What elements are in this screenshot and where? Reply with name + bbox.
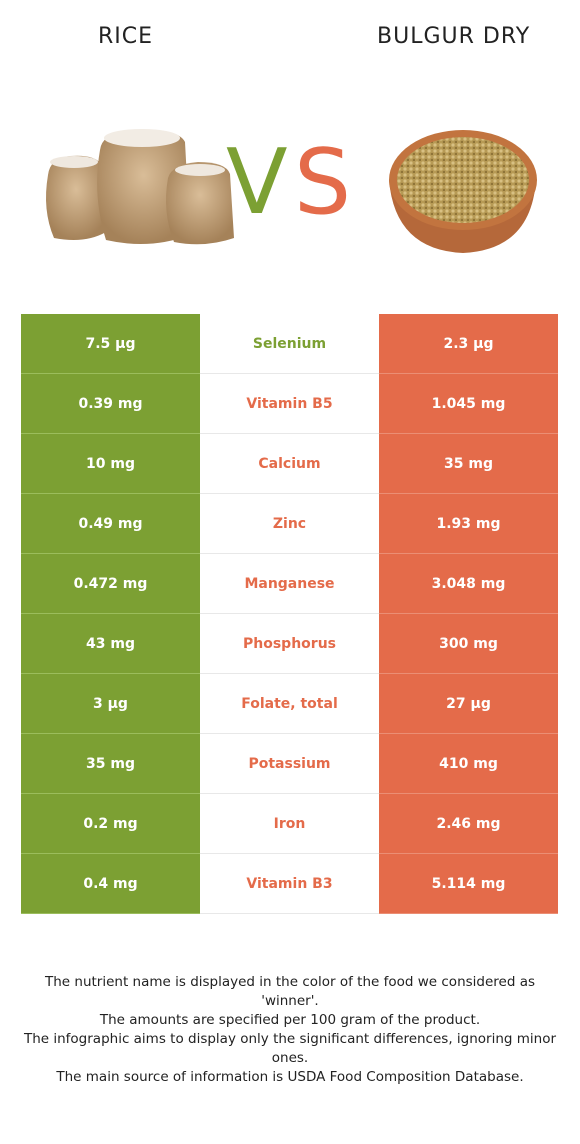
bulgur-value: 410 mg xyxy=(379,734,558,794)
rice-value: 10 mg xyxy=(21,434,200,494)
bulgur-value: 2.46 mg xyxy=(379,794,558,854)
rice-value: 0.2 mg xyxy=(21,794,200,854)
nutrient-name: Folate, total xyxy=(200,674,379,734)
table-row: 35 mg Potassium 410 mg xyxy=(21,734,558,794)
footnote-line-3: The infographic aims to display only the… xyxy=(23,1031,557,1066)
bulgur-bowl-image xyxy=(389,130,537,253)
footnote-line-2: The amounts are specified per 100 gram o… xyxy=(99,1012,481,1028)
footnote-line-1: The nutrient name is displayed in the co… xyxy=(44,974,536,1009)
vs-letter-v: V xyxy=(226,130,288,235)
bulgur-value: 5.114 mg xyxy=(379,854,558,914)
rice-sacks-image xyxy=(46,129,234,245)
bulgur-value: 27 µg xyxy=(379,674,558,734)
nutrient-name: Vitamin B5 xyxy=(200,374,379,434)
rice-value: 0.39 mg xyxy=(21,374,200,434)
rice-value: 3 µg xyxy=(21,674,200,734)
rice-value: 43 mg xyxy=(21,614,200,674)
table-row: 43 mg Phosphorus 300 mg xyxy=(21,614,558,674)
nutrient-name: Iron xyxy=(200,794,379,854)
table-row: 0.2 mg Iron 2.46 mg xyxy=(21,794,558,854)
nutrient-name: Manganese xyxy=(200,554,379,614)
rice-value: 0.4 mg xyxy=(21,854,200,914)
table-row: 10 mg Calcium 35 mg xyxy=(21,434,558,494)
nutrient-name: Calcium xyxy=(200,434,379,494)
bulgur-value: 35 mg xyxy=(379,434,558,494)
footnote-line-4: The main source of information is USDA F… xyxy=(56,1069,524,1085)
comparison-table: 7.5 µg Selenium 2.3 µg 0.39 mg Vitamin B5 1.0… xyxy=(21,314,558,914)
table-row: 0.4 mg Vitamin B3 5.114 mg xyxy=(21,854,558,914)
nutrient-name: Vitamin B3 xyxy=(200,854,379,914)
bulgur-value: 3.048 mg xyxy=(379,554,558,614)
bulgur-value: 1.93 mg xyxy=(379,494,558,554)
bulgur-value: 300 mg xyxy=(379,614,558,674)
rice-value: 7.5 µg xyxy=(21,314,200,374)
footnote: The nutrient name is displayed in the co… xyxy=(15,973,565,1087)
table-row: 7.5 µg Selenium 2.3 µg xyxy=(21,314,558,374)
rice-value: 0.472 mg xyxy=(21,554,200,614)
bulgur-value: 2.3 µg xyxy=(379,314,558,374)
left-food-title: RICE xyxy=(98,24,154,49)
nutrient-name: Phosphorus xyxy=(200,614,379,674)
table-row: 3 µg Folate, total 27 µg xyxy=(21,674,558,734)
rice-value: 35 mg xyxy=(21,734,200,794)
nutrient-name: Selenium xyxy=(200,314,379,374)
rice-value: 0.49 mg xyxy=(21,494,200,554)
bulgur-value: 1.045 mg xyxy=(379,374,558,434)
right-food-title: BULGUR DRY xyxy=(377,24,531,49)
table-row: 0.39 mg Vitamin B5 1.045 mg xyxy=(21,374,558,434)
nutrient-name: Potassium xyxy=(200,734,379,794)
nutrient-name: Zinc xyxy=(200,494,379,554)
table-row: 0.472 mg Manganese 3.048 mg xyxy=(21,554,558,614)
table-row: 0.49 mg Zinc 1.93 mg xyxy=(21,494,558,554)
vs-letter-s: S xyxy=(294,130,352,235)
